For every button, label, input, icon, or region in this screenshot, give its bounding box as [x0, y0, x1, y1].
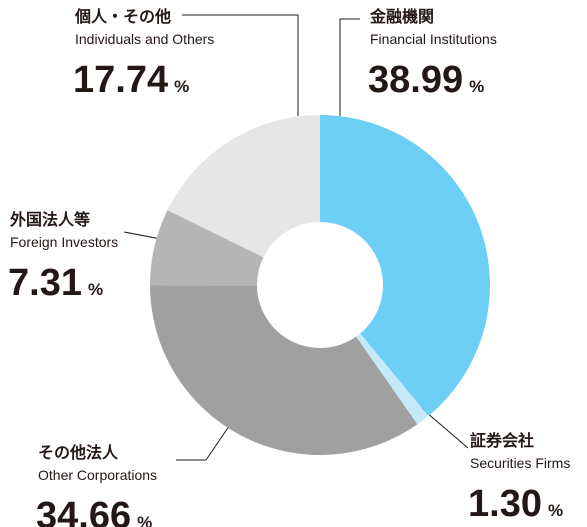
category-label: その他法人 — [38, 443, 119, 462]
unit-label: % — [469, 77, 484, 96]
leader-line — [339, 18, 360, 116]
unit-label: % — [88, 280, 103, 299]
category-label-en: Other Corporations — [38, 467, 157, 483]
donut-segment — [150, 210, 264, 286]
unit-label: % — [137, 513, 152, 527]
value-label: 1.30 — [468, 483, 542, 525]
donut-segment — [150, 285, 418, 456]
category-label: 外国法人等 — [9, 210, 90, 229]
value-label: 34.66 — [36, 495, 131, 527]
category-label: 個人・その他 — [74, 7, 171, 26]
value-label: 7.31 — [8, 262, 82, 304]
unit-label: % — [174, 77, 189, 96]
category-label-en: Financial Institutions — [370, 31, 497, 47]
donut-segment — [320, 115, 491, 416]
category-label: 金融機関 — [369, 7, 434, 26]
category-label: 証券会社 — [470, 431, 534, 450]
value-label: 17.74 — [73, 59, 168, 101]
category-label-en: Foreign Investors — [10, 234, 118, 250]
donut-segment — [356, 333, 429, 425]
leader-line — [182, 14, 299, 116]
category-label-en: Securities Firms — [470, 455, 570, 471]
category-label-en: Individuals and Others — [75, 31, 214, 47]
value-label: 38.99 — [368, 59, 463, 101]
donut-segment — [167, 114, 320, 258]
unit-label: % — [548, 501, 563, 520]
